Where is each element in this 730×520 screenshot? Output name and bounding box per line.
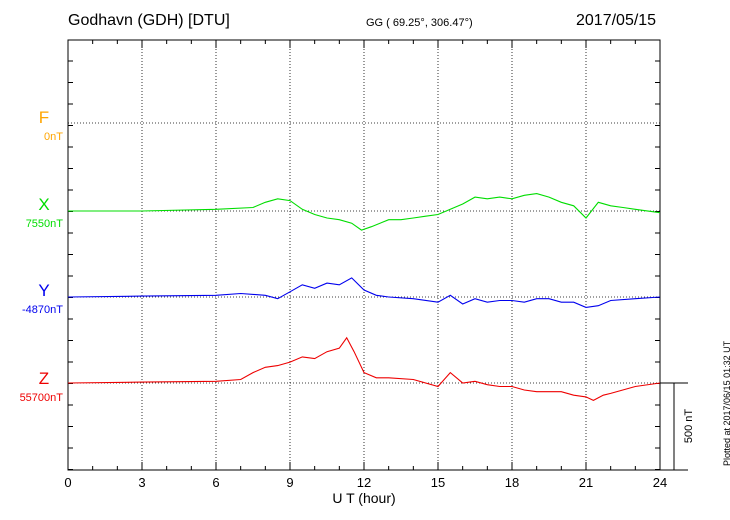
scale-bar: 500 nT	[660, 382, 695, 471]
series-z-baseline: 55700nT	[20, 392, 64, 404]
x-axis-label: U T (hour)	[332, 490, 395, 506]
x-tick-label: 0	[64, 475, 71, 490]
x-tick-label: 3	[138, 475, 145, 490]
x-tick-label: 21	[579, 475, 593, 490]
series-z-name: Z	[39, 369, 49, 388]
scale-bar-label: 500 nT	[683, 409, 695, 444]
x-tick-label: 6	[212, 475, 219, 490]
x-tick-label: 15	[431, 475, 445, 490]
series-x-line	[68, 193, 661, 231]
series-z-line	[67, 336, 661, 402]
x-tick-label: 9	[286, 475, 293, 490]
series-f-name: F	[39, 108, 49, 127]
series-x-baseline: 7550nT	[26, 218, 64, 230]
x-tick-label: 24	[653, 475, 667, 490]
x-tick-label: 18	[505, 475, 519, 490]
x-tick-label: 12	[357, 475, 371, 490]
series-y-name: Y	[38, 281, 49, 300]
series-y-baseline: -4870nT	[22, 304, 63, 316]
station-title: Godhavn (GDH) [DTU]	[68, 12, 230, 29]
series-x-name: X	[38, 195, 49, 214]
series-f-baseline: 0nT	[44, 131, 63, 143]
coordinates-label: GG ( 69.25°, 306.47°)	[366, 17, 473, 29]
series-y-line	[67, 277, 661, 308]
date-label: 2017/05/15	[576, 12, 657, 29]
